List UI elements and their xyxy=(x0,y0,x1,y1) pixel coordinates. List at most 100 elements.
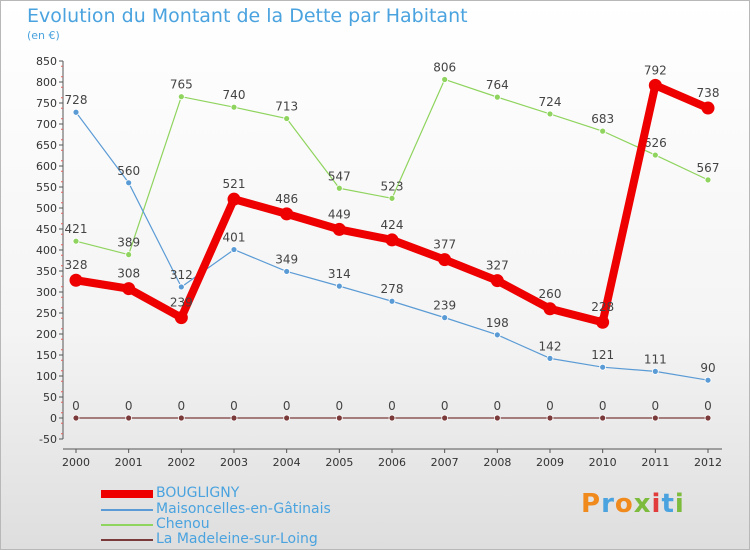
y-tick-label: 150 xyxy=(36,349,57,362)
chart-title: Evolution du Montant de la Dette par Hab… xyxy=(27,5,468,27)
x-tick-label: 2008 xyxy=(483,456,511,469)
logo-letter: r xyxy=(601,489,615,519)
data-point xyxy=(441,314,449,322)
data-label: 308 xyxy=(117,267,140,281)
data-label: 0 xyxy=(230,399,238,413)
data-label: 0 xyxy=(336,399,344,413)
data-point xyxy=(651,151,659,159)
data-point xyxy=(704,376,712,384)
data-point xyxy=(335,184,343,192)
data-label: 560 xyxy=(117,164,140,178)
data-point xyxy=(122,282,136,296)
y-tick-label: 400 xyxy=(36,244,57,257)
data-point xyxy=(648,78,662,92)
data-point xyxy=(174,311,188,325)
x-tick-label: 2003 xyxy=(220,456,248,469)
data-label: 0 xyxy=(388,399,396,413)
y-tick-label: 200 xyxy=(36,328,57,341)
data-label: 764 xyxy=(486,78,509,92)
y-tick-label: 650 xyxy=(36,139,57,152)
data-point xyxy=(177,93,185,101)
data-label: 424 xyxy=(381,218,404,232)
logo-letter: i xyxy=(651,489,662,519)
data-point xyxy=(335,414,343,422)
data-point xyxy=(227,192,241,206)
data-point xyxy=(69,273,83,287)
data-label: 0 xyxy=(546,399,554,413)
data-point xyxy=(332,222,346,236)
y-tick-label: 450 xyxy=(36,223,57,236)
data-point xyxy=(599,363,607,371)
legend-swatch xyxy=(101,539,153,541)
data-label: 626 xyxy=(644,136,667,150)
data-label: 142 xyxy=(539,339,562,353)
data-point xyxy=(704,176,712,184)
data-point xyxy=(72,237,80,245)
data-label: 0 xyxy=(441,399,449,413)
data-label: 228 xyxy=(591,300,614,314)
data-point xyxy=(280,207,294,221)
x-tick-label: 2004 xyxy=(273,456,301,469)
data-point xyxy=(72,108,80,116)
data-point xyxy=(546,414,554,422)
y-tick-label: 500 xyxy=(36,202,57,215)
data-point xyxy=(125,179,133,187)
y-tick-label: 700 xyxy=(36,118,57,131)
proxiti-logo: Proxiti xyxy=(581,489,685,519)
data-point xyxy=(701,101,715,115)
data-label: 792 xyxy=(644,63,667,77)
data-point xyxy=(493,331,501,339)
data-label: 728 xyxy=(65,93,88,107)
y-tick-label: 750 xyxy=(36,97,57,110)
data-label: 724 xyxy=(539,95,562,109)
y-tick-label: 350 xyxy=(36,265,57,278)
data-label: 567 xyxy=(697,161,720,175)
data-point xyxy=(599,127,607,135)
data-point xyxy=(385,233,399,247)
data-point xyxy=(283,414,291,422)
data-label: 765 xyxy=(170,78,193,92)
data-point xyxy=(335,282,343,290)
data-label: 0 xyxy=(283,399,291,413)
data-label: 401 xyxy=(223,231,246,245)
data-label: 260 xyxy=(539,287,562,301)
chart-subtitle: (en €) xyxy=(27,29,60,42)
legend-swatch xyxy=(101,509,153,511)
data-label: 349 xyxy=(275,252,298,266)
data-point xyxy=(125,251,133,259)
data-label: 523 xyxy=(381,179,404,193)
data-point xyxy=(490,274,504,288)
data-label: 278 xyxy=(381,282,404,296)
data-label: 312 xyxy=(170,268,193,282)
data-point xyxy=(704,414,712,422)
data-point xyxy=(125,414,133,422)
data-label: 486 xyxy=(275,192,298,206)
data-label: 0 xyxy=(125,399,133,413)
y-tick-label: 100 xyxy=(36,370,57,383)
y-tick-label: 50 xyxy=(43,391,57,404)
x-tick-label: 2005 xyxy=(325,456,353,469)
data-point xyxy=(596,315,610,329)
data-label: 0 xyxy=(494,399,502,413)
logo-letter: x xyxy=(633,489,652,519)
y-tick-label: 300 xyxy=(36,286,57,299)
data-point xyxy=(72,414,80,422)
y-tick-label: -50 xyxy=(39,433,57,446)
y-tick-label: 850 xyxy=(36,55,57,68)
y-tick-label: 250 xyxy=(36,307,57,320)
logo-letter: o xyxy=(614,489,634,519)
data-label: 806 xyxy=(433,60,456,74)
x-tick-label: 2012 xyxy=(694,456,722,469)
data-point xyxy=(651,414,659,422)
data-label: 740 xyxy=(223,88,246,102)
data-label: 0 xyxy=(652,399,660,413)
data-point xyxy=(230,103,238,111)
data-label: 111 xyxy=(644,352,667,366)
data-point xyxy=(230,414,238,422)
data-label: 738 xyxy=(697,86,720,100)
data-point xyxy=(493,414,501,422)
legend-label: La Madeleine-sur-Loing xyxy=(156,531,318,547)
data-label: 389 xyxy=(117,236,140,250)
